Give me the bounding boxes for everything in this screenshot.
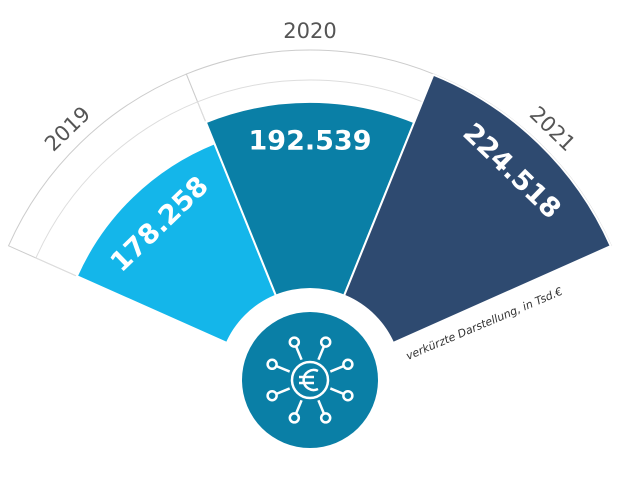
bar xyxy=(204,100,416,383)
icon-node xyxy=(266,389,278,402)
icon-node xyxy=(288,336,301,348)
icon-spoke xyxy=(317,399,325,414)
icon-node xyxy=(266,358,278,371)
euro-icon xyxy=(266,336,354,424)
value-label: 192.539 xyxy=(249,125,372,156)
icon-spoke xyxy=(276,365,291,373)
bar xyxy=(308,73,613,382)
icon-node xyxy=(319,412,332,424)
icon-spoke xyxy=(276,387,291,395)
icon-node xyxy=(288,412,301,424)
icon-spoke xyxy=(329,365,344,373)
icon-node xyxy=(342,389,354,402)
icon-node xyxy=(319,336,332,348)
icon-spoke xyxy=(329,387,344,395)
frame-inner xyxy=(35,101,311,381)
icon-spoke xyxy=(295,399,303,414)
icon-spoke xyxy=(295,346,303,361)
icon-spoke xyxy=(317,346,325,361)
category-label: 2020 xyxy=(283,19,336,43)
frame-inner xyxy=(196,79,424,382)
icon-node xyxy=(342,358,354,371)
euro-icon-bg xyxy=(242,312,378,448)
